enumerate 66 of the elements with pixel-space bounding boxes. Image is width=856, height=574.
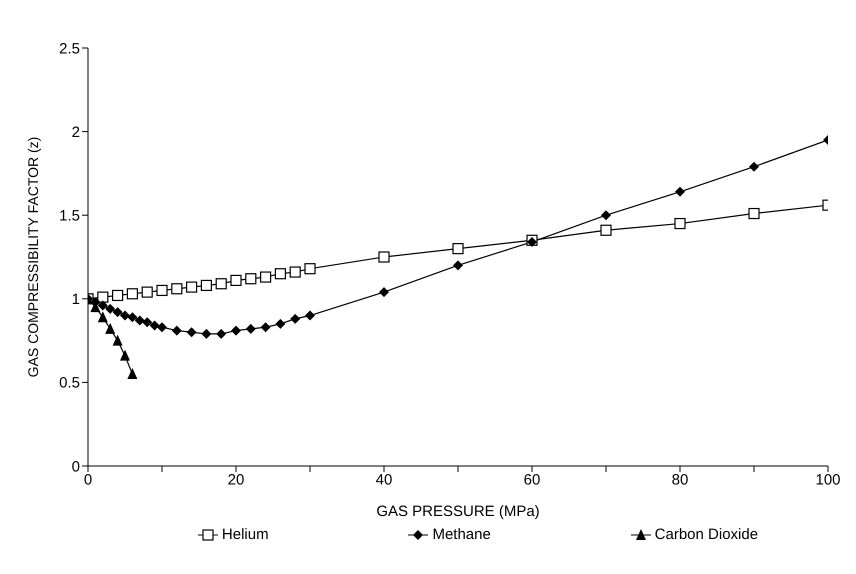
- point: [452, 243, 464, 254]
- point: [134, 316, 145, 326]
- point: [120, 310, 130, 321]
- point: [127, 368, 138, 380]
- point: [156, 284, 168, 296]
- point: [601, 210, 611, 220]
- point: [201, 328, 212, 339]
- point: [157, 322, 167, 332]
- point: [186, 281, 198, 293]
- x-tick-label: 40: [376, 472, 392, 489]
- point: [231, 326, 241, 336]
- point: [290, 266, 301, 278]
- point: [120, 350, 130, 361]
- point: [675, 186, 685, 197]
- point: [127, 312, 138, 322]
- point: [126, 288, 138, 300]
- point: [112, 334, 123, 346]
- point: [748, 208, 760, 220]
- y-tick-label: 2.5: [59, 40, 80, 58]
- point: [230, 274, 242, 286]
- legend-label: Helium: [220, 526, 269, 543]
- legend-label: Methane: [431, 526, 491, 543]
- x-axis-title: GAS PRESSURE (MPa): [376, 503, 540, 520]
- point: [105, 322, 116, 334]
- point: [275, 318, 286, 329]
- point: [260, 271, 272, 283]
- point: [105, 304, 116, 314]
- point: [274, 268, 286, 280]
- y-tick-label: 2: [72, 124, 80, 141]
- y-tick-label: 0: [72, 458, 80, 476]
- x-tick-label: 60: [524, 472, 540, 489]
- point: [186, 327, 197, 338]
- point: [749, 162, 759, 172]
- y-axis-title: GAS COMPRESSIBILITY FACTOR (z): [24, 136, 41, 378]
- x-tick-label: 80: [672, 472, 688, 489]
- point: [290, 314, 300, 324]
- point: [172, 326, 182, 336]
- y-tick-label: 0.5: [59, 374, 80, 392]
- point: [200, 280, 212, 292]
- point: [216, 278, 227, 290]
- legend-label: Carbon Dioxide: [654, 526, 758, 543]
- point: [112, 307, 123, 318]
- y-tick-label: 1.5: [59, 208, 80, 225]
- x-tick-label: 100: [815, 472, 841, 489]
- point: [142, 286, 153, 298]
- point: [98, 300, 108, 310]
- point: [674, 218, 686, 230]
- point: [378, 251, 390, 263]
- point: [171, 283, 182, 294]
- point: [260, 322, 271, 332]
- point: [246, 324, 256, 334]
- point: [150, 320, 160, 331]
- point: [379, 287, 389, 298]
- y-tick-label: 1: [72, 291, 80, 308]
- x-tick-label: 20: [228, 472, 244, 489]
- point: [453, 260, 463, 270]
- point: [304, 263, 316, 274]
- point: [216, 328, 226, 339]
- point: [142, 317, 152, 328]
- point: [97, 292, 108, 303]
- point: [600, 224, 612, 236]
- point: [98, 311, 108, 322]
- point: [245, 273, 256, 284]
- x-tick-label: 0: [84, 472, 92, 489]
- point: [112, 290, 124, 302]
- point: [305, 310, 315, 321]
